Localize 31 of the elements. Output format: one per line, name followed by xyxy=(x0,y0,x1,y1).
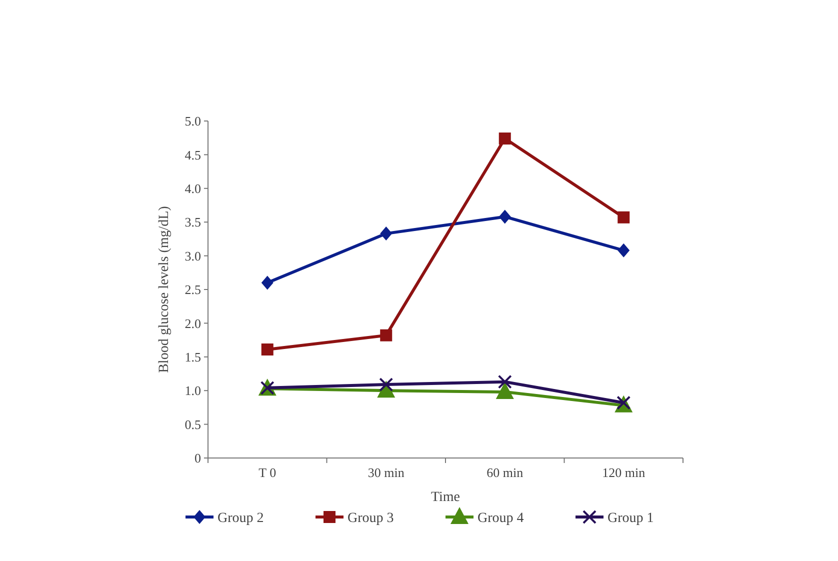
legend-label: Group 2 xyxy=(218,510,264,526)
point xyxy=(618,243,630,258)
point xyxy=(261,276,274,290)
point xyxy=(498,210,511,224)
y-tick-label: 1.0 xyxy=(184,383,201,398)
y-axis-title: Blood glucose levels (mg/dL) xyxy=(157,206,172,373)
legend-label: Group 1 xyxy=(608,510,654,526)
y-tick-label: 0 xyxy=(194,450,201,466)
legend-label: Group 3 xyxy=(348,510,394,526)
y-tick-label: 3.0 xyxy=(184,248,201,264)
y-tick-label: 0.5 xyxy=(184,416,201,432)
point xyxy=(496,382,514,399)
y-tick-label: 2.0 xyxy=(184,316,201,331)
x-tick-label: 120 min xyxy=(602,465,646,480)
point xyxy=(380,226,392,241)
point xyxy=(261,343,274,356)
y-tick-label: 4.0 xyxy=(184,180,201,196)
y-tick-label: 1.5 xyxy=(184,349,201,364)
point xyxy=(618,211,630,224)
x-tick-label: 60 min xyxy=(486,465,524,480)
y-tick-label: 4.5 xyxy=(184,147,201,162)
x-axis-title: Time xyxy=(430,490,460,505)
y-tick-label: 5.0 xyxy=(184,114,201,129)
point xyxy=(498,374,512,389)
y-tick-label: 2.5 xyxy=(184,282,201,298)
point xyxy=(498,132,511,145)
x-tick-label: 30 min xyxy=(368,465,405,480)
y-tick-label: 3.5 xyxy=(184,214,201,230)
point xyxy=(380,329,392,342)
legend-label: Group 4 xyxy=(478,510,524,526)
x-tick-label: T 0 xyxy=(258,465,276,480)
